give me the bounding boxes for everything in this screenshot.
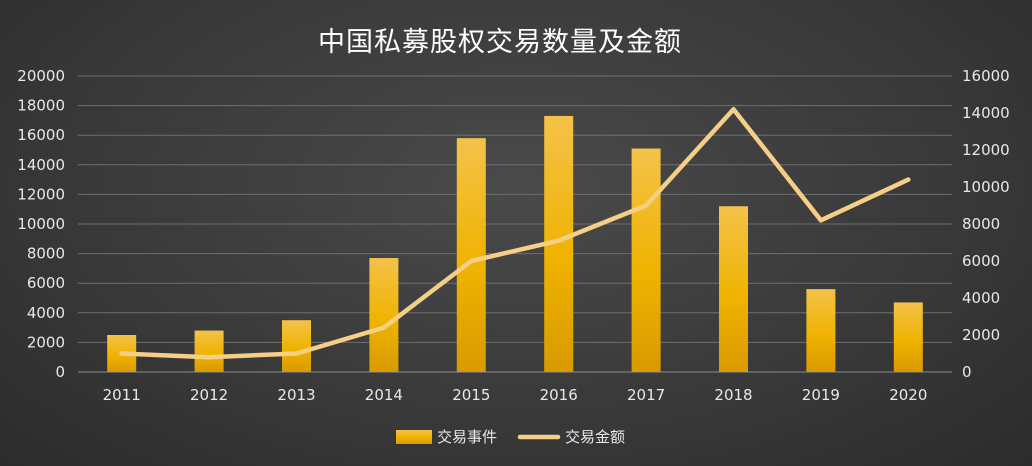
x-tick-label: 2018 xyxy=(714,386,752,404)
bar-2018 xyxy=(719,206,748,372)
x-tick-label: 2012 xyxy=(190,386,228,404)
bar-2017 xyxy=(631,148,661,372)
x-tick-label: 2015 xyxy=(452,386,490,404)
legend-label-bar: 交易事件 xyxy=(437,428,497,446)
y-left-tick-label: 10000 xyxy=(17,215,65,233)
y-right-tick-label: 14000 xyxy=(962,104,1010,122)
y-left-tick-label: 20000 xyxy=(17,67,65,85)
y-left-tick-label: 0 xyxy=(55,363,65,381)
y-right-tick-label: 12000 xyxy=(962,141,1010,159)
x-tick-label: 2020 xyxy=(889,386,927,404)
line-point-2020 xyxy=(906,177,911,182)
x-tick-label: 2017 xyxy=(627,386,665,404)
x-tick-label: 2019 xyxy=(802,386,840,404)
y-left-tick-label: 4000 xyxy=(27,304,65,322)
y-right-tick-label: 16000 xyxy=(962,67,1010,85)
x-tick-label: 2011 xyxy=(103,386,141,404)
x-tick-label: 2016 xyxy=(540,386,578,404)
bar-2015 xyxy=(456,138,486,372)
bar-2014 xyxy=(369,258,399,372)
bar-2020 xyxy=(893,302,923,372)
y-left-tick-label: 14000 xyxy=(17,156,65,174)
y-left-tick-label: 18000 xyxy=(17,97,65,115)
bar-2019 xyxy=(806,289,836,372)
line-point-2017 xyxy=(643,203,649,208)
bar-2013 xyxy=(282,320,311,372)
y-left-tick-label: 12000 xyxy=(17,185,65,203)
line-point-2019 xyxy=(818,218,824,223)
x-tick-label: 2014 xyxy=(365,386,403,404)
y-left-tick-label: 8000 xyxy=(27,245,65,263)
y-left-tick-label: 16000 xyxy=(17,126,65,144)
line-point-2012 xyxy=(206,355,212,360)
line-point-2011 xyxy=(119,351,124,356)
y-right-tick-label: 8000 xyxy=(962,215,1000,233)
y-right-tick-label: 0 xyxy=(962,363,972,381)
y-right-tick-label: 2000 xyxy=(962,326,1000,344)
line-point-2018 xyxy=(731,107,736,112)
line-point-2014 xyxy=(381,325,387,330)
line-point-2016 xyxy=(556,238,561,243)
y-left-tick-label: 2000 xyxy=(27,333,65,351)
line-point-2015 xyxy=(469,258,474,264)
legend-swatch-bar xyxy=(396,430,432,444)
bar-2012 xyxy=(194,330,224,372)
x-tick-label: 2013 xyxy=(277,386,315,404)
y-right-tick-label: 4000 xyxy=(962,289,1000,307)
y-left-tick-label: 6000 xyxy=(27,274,65,292)
line-series-amount xyxy=(119,107,911,360)
legend-label-line: 交易金额 xyxy=(565,428,625,446)
y-right-tick-label: 10000 xyxy=(962,178,1010,196)
y-right-tick-label: 6000 xyxy=(962,252,1000,270)
line-point-2013 xyxy=(294,351,299,356)
chart-title: 中国私募股权交易数量及金额 xyxy=(318,27,682,58)
